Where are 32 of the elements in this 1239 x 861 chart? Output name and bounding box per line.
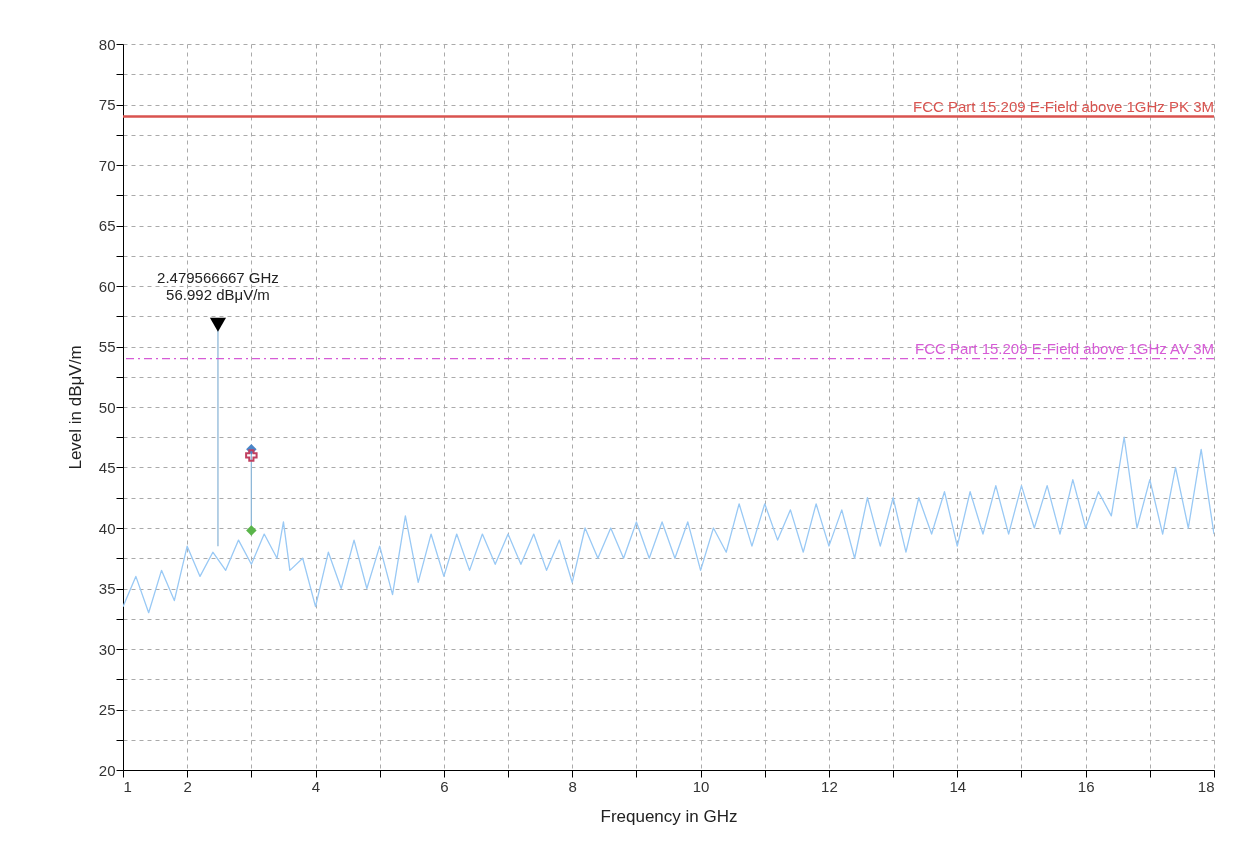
y-tick-label: 65 [98,217,116,234]
x-tick-label: 2 [183,777,192,795]
y-tick-label: 60 [98,277,116,295]
y-tick-label: 35 [98,580,116,597]
y-tick-label: 70 [98,156,116,174]
point [246,525,257,536]
x-tick-label: 1 [123,777,132,795]
x-tick-label: 12 [821,777,838,795]
x-tick-label: 18 [1197,777,1215,795]
y-tick-label: 30 [98,640,116,658]
x-tick-label: 6 [440,777,449,795]
y-tick-label: 75 [98,96,116,113]
line-series [123,436,1214,614]
x-tick-label: 16 [1077,777,1095,795]
x-tick-label: 10 [692,777,710,795]
y-tick-label: 40 [98,519,116,537]
annotation: 2.479566667 GHz 56.992 dBμV/m [157,269,279,304]
ref-line-label: FCC Part 15.209 E-Field above 1GHz PK 3M [913,97,1214,115]
y-tick-label: 50 [98,398,116,416]
y-tick-label: 45 [98,459,116,476]
point [209,317,227,332]
x-tick-label: 14 [949,777,967,795]
x-tick-label: 8 [568,777,577,795]
ref-line-label: FCC Part 15.209 E-Field above 1GHz AV 3M [914,339,1214,357]
y-axis-title: Level in dBμV/m [65,345,85,470]
y-tick-label: 25 [98,701,116,718]
point [245,449,258,462]
x-tick-label: 4 [311,777,321,795]
y-tick-label: 55 [98,338,116,355]
x-axis-title: Frequency in GHz [600,806,738,826]
y-tick-label: 80 [98,35,116,53]
y-tick-label: 20 [98,761,116,779]
